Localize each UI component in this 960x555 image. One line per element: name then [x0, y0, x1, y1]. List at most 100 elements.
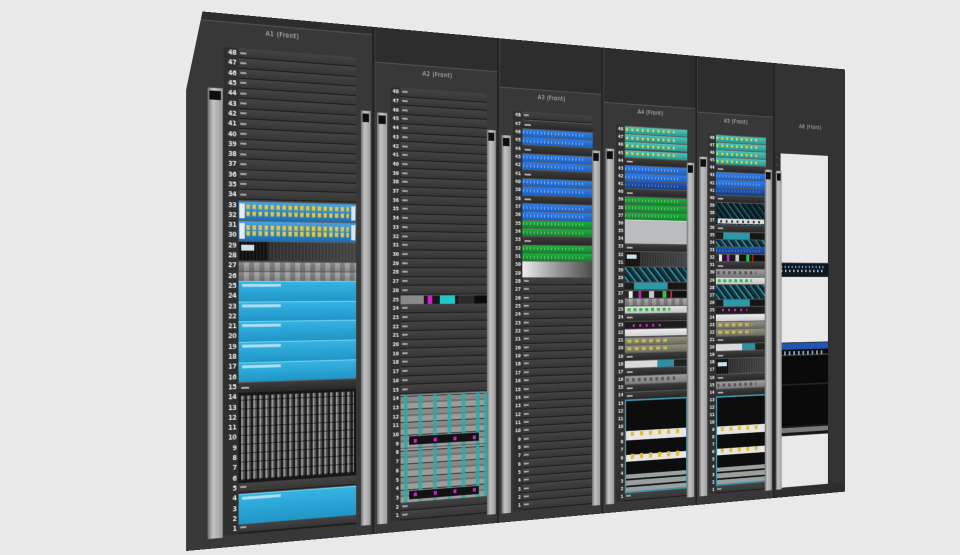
equipment-silver-device[interactable] [522, 260, 593, 278]
unit-number: 31 [617, 259, 624, 266]
unit-number: 26 [514, 294, 521, 302]
unit-number: 26 [392, 287, 400, 294]
unit-number: 37 [514, 203, 521, 210]
unit-number: 43 [392, 133, 400, 141]
equipment-teal-weave[interactable] [624, 266, 688, 283]
equipment-blade-chassis[interactable] [400, 443, 487, 503]
rack-a3[interactable]: A3 (Front) 48 47 46 45 44 43 42 41 40 39 38 37 36 35 3… [499, 38, 604, 523]
unit-number: 30 [617, 267, 624, 274]
rack-a6[interactable]: A6 (Front) [774, 63, 846, 498]
unit-number: 21 [228, 322, 237, 331]
equipment-router-chassis[interactable] [715, 393, 766, 486]
unit-number: 37 [617, 212, 624, 219]
rack-top-panel [500, 38, 602, 95]
unit-number: 23 [228, 302, 237, 311]
unit-number: 14 [392, 395, 400, 403]
equipment-av-device[interactable] [400, 294, 487, 305]
unit-number: 29 [709, 277, 715, 283]
unit-number: 40 [617, 188, 624, 195]
equipment-dense-patch[interactable] [238, 388, 357, 484]
unit-number: 38 [392, 178, 400, 186]
equipment-device-teal-dark[interactable] [624, 282, 688, 290]
rack-slot-area [780, 139, 829, 488]
unit-number: 37 [709, 217, 715, 224]
unit-number: 27 [709, 292, 715, 298]
unit-number: 36 [228, 170, 237, 179]
unit-number: 33 [514, 236, 521, 244]
unit-number: 26 [709, 299, 715, 306]
cable-manager-notch [687, 165, 693, 173]
equipment-blue-box[interactable] [238, 319, 357, 342]
equipment-server-display[interactable] [624, 250, 688, 267]
equipment-device-dots-blue[interactable] [780, 262, 829, 278]
unit-number-rail: 48 47 46 45 44 43 42 41 40 39 38 37 36 35 34 33 32 31 30 29… [513, 110, 523, 511]
equipment-router-chassis[interactable] [624, 396, 688, 494]
equipment-teal-weave[interactable] [715, 283, 766, 299]
unit-number: 34 [514, 228, 521, 235]
unit-number: 24 [392, 305, 400, 312]
cable-manager-notch [488, 132, 495, 141]
unit-number: 41 [514, 170, 521, 177]
unit-number: 33 [228, 200, 237, 209]
equipment-device-white-green[interactable] [715, 276, 766, 284]
cable-manager-right [360, 110, 371, 526]
unit-number: 20 [514, 344, 521, 352]
cable-manager-notch [593, 153, 599, 162]
rack-a4[interactable]: A4 (Front) 48 47 46 45 44 43 42 41 40 39 38 37 36 35 3… [603, 47, 698, 514]
unit-number: 24 [617, 314, 624, 321]
unit-number-rail: 48 47 46 45 44 43 42 41 40 39 38 37 36 35 34 33 32 31 30 29… [708, 133, 716, 495]
equipment-blue-box[interactable] [238, 281, 357, 302]
rack-interior: 48 47 46 45 44 43 42 41 40 39 38 37 36 35 34 33 32 31 30 29… [616, 125, 688, 502]
cable-manager-left [775, 170, 782, 490]
rack-a5[interactable]: A5 (Front) 48 47 46 45 44 43 42 41 40 39 38 37 36 35 3… [697, 56, 775, 505]
unit-number: 40 [228, 129, 237, 138]
equipment-server-gray[interactable] [238, 260, 357, 272]
unit-number: 17 [392, 368, 400, 376]
unit-number: 28 [617, 282, 624, 289]
equipment-device-gray-ports[interactable] [715, 268, 766, 277]
unit-number: 43 [709, 172, 715, 179]
unit-number: 22 [617, 329, 624, 336]
unit-number: 22 [514, 328, 521, 335]
rack-label: A5 (Front) [723, 117, 748, 126]
unit-number: 19 [392, 350, 400, 358]
cable-manager-notch [700, 159, 707, 167]
equipment-blade-chassis[interactable] [400, 390, 487, 449]
equipment-gray-box[interactable] [624, 219, 688, 244]
unit-number: 24 [709, 314, 715, 321]
equipment-storage-black[interactable] [780, 341, 829, 437]
cable-manager-left [207, 87, 223, 540]
rack-interior: 48 47 46 45 44 43 42 41 40 39 38 37 36 35 34 33 32 31 30 29… [390, 87, 487, 522]
rack-a1[interactable]: A1 (Front) 48 47 46 45 44 43 42 41 40 39 38 37 36 35 3… [186, 10, 375, 551]
cable-manager-right [686, 162, 695, 498]
unit-number: 38 [228, 149, 237, 159]
unit-number: 20 [392, 341, 400, 349]
unit-number: 41 [709, 187, 715, 194]
unit-number-rail: 48 47 46 45 44 43 42 41 40 39 38 37 36 35 34 33 32 31 30 29… [390, 87, 401, 522]
unit-number: 30 [392, 251, 400, 258]
rack-a2[interactable]: A2 (Front) 48 47 46 45 44 43 42 41 40 39 38 37 36 35 3… [374, 26, 500, 535]
unit-number: 19 [228, 342, 237, 351]
unit-number: 41 [392, 151, 400, 159]
unit-number: 23 [514, 319, 521, 327]
cable-manager-left [501, 135, 511, 514]
empty-slot [522, 277, 593, 286]
unit-number-rail: 48 47 46 45 44 43 42 41 40 39 38 37 36 35 34 33 32 31 30 29… [223, 46, 239, 536]
unit-number: 29 [514, 269, 521, 277]
unit-number-rail: 48 47 46 45 44 43 42 41 40 39 38 37 36 35 34 33 32 31 30 29… [616, 125, 625, 502]
rack-slot-area [400, 87, 487, 521]
unit-number: 33 [617, 243, 624, 250]
equipment-switch-ports-yellow[interactable] [238, 200, 357, 223]
equipment-server-gray[interactable] [238, 270, 357, 282]
equipment-switch-ports-yellow[interactable] [238, 220, 357, 243]
unit-number: 46 [709, 149, 715, 156]
equipment-weave-dark[interactable] [715, 201, 766, 226]
unit-number: 29 [228, 241, 237, 250]
unit-number: 1 [232, 524, 237, 534]
unit-number: 1 [712, 486, 715, 493]
unit-number: 22 [392, 323, 400, 330]
unit-number: 29 [617, 274, 624, 281]
equipment-server-display[interactable] [238, 240, 357, 262]
cable-manager-right [486, 129, 496, 515]
equipment-blue-box[interactable] [238, 300, 357, 322]
